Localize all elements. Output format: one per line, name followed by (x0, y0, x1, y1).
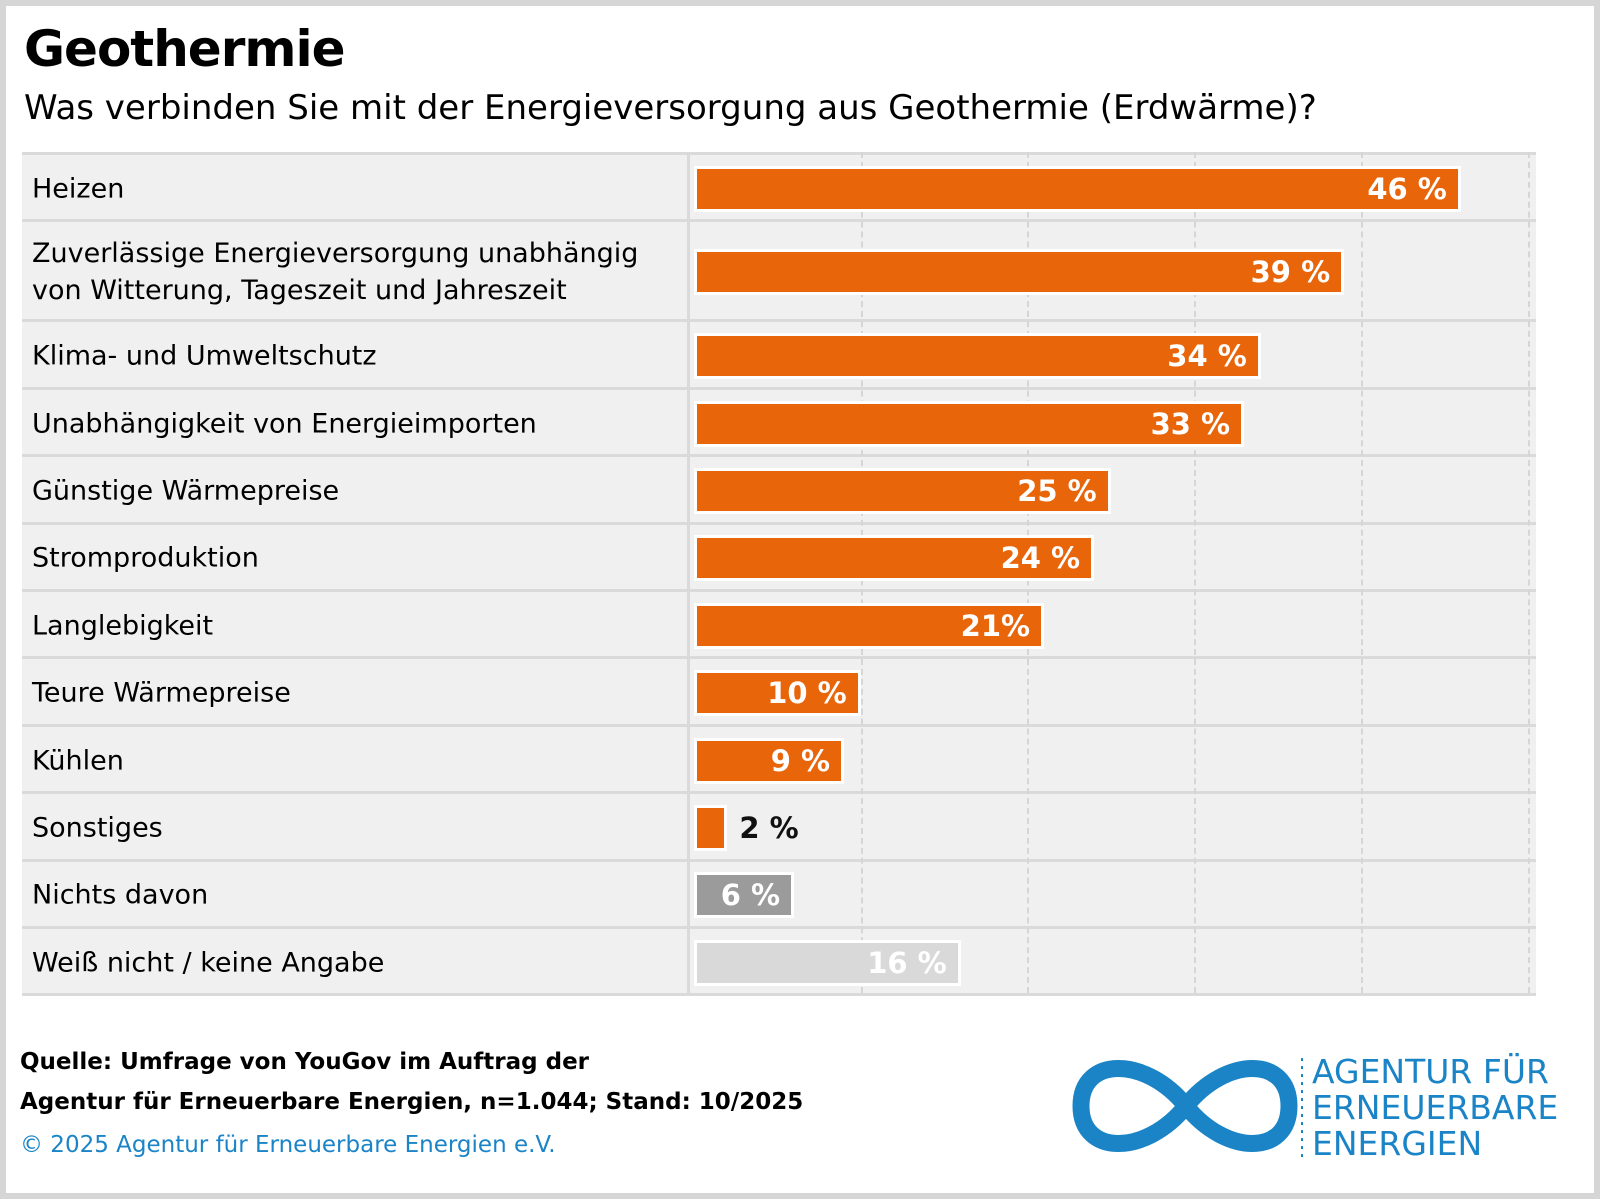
category-label: Langlebigkeit (32, 610, 214, 642)
bar (694, 333, 1261, 380)
bar (694, 467, 1111, 514)
bar (694, 535, 1095, 582)
column-divider (687, 152, 690, 994)
value-label: 33 % (1150, 406, 1231, 441)
category-label: Weiß nicht / keine Angabe (32, 947, 385, 979)
bar (694, 249, 1345, 296)
logo-graphic (1072, 1058, 1303, 1161)
value-label: 24 % (1000, 541, 1081, 576)
logo-text: AGENTUR FÜR (1312, 1052, 1549, 1091)
value-label: 16 % (867, 945, 947, 980)
value-label: 21% (960, 608, 1031, 643)
category-label: Günstige Wärmepreise (32, 475, 340, 507)
grid-line (1194, 152, 1197, 994)
value-label: 10 % (767, 676, 847, 711)
bar (694, 737, 845, 784)
value-label: 2 % (739, 810, 799, 845)
category-label: Teure Wärmepreise (32, 677, 291, 709)
category-label: Klima- und Umweltschutz (32, 340, 377, 372)
grid-line (1527, 152, 1530, 994)
logo-infinity (1072, 1060, 1298, 1152)
value-label: 39 % (1250, 255, 1331, 290)
bar (694, 165, 1461, 212)
row-background (22, 791, 1536, 859)
category-label: Heizen (32, 173, 125, 205)
value-label: 9 % (770, 743, 831, 778)
category-label: Sonstiges (32, 812, 163, 844)
bar (694, 670, 861, 717)
category-label: Unabhängigkeit von Energieimporten (32, 408, 537, 439)
source-note: Quelle: Umfrage von YouGov im Auftrag de… (20, 1049, 804, 1115)
chart-title: Geothermie (24, 20, 346, 78)
bar (694, 939, 961, 986)
copyright: © 2025 Agentur für Erneuerbare Energien … (20, 1132, 556, 1158)
bar (694, 804, 728, 851)
logo-text: ENERGIEN (1312, 1124, 1483, 1163)
value-label: 46 % (1367, 171, 1447, 206)
grid-line (1360, 152, 1363, 994)
category-label: Nichts davon (32, 879, 209, 911)
bar (694, 400, 1245, 447)
bar (694, 872, 795, 919)
category-label: Kühlen (32, 745, 124, 776)
row-background (22, 993, 1536, 997)
value-label: 6 % (720, 878, 781, 913)
value-label: 34 % (1167, 339, 1247, 374)
value-label: 25 % (1017, 473, 1097, 508)
chart-subtitle: Was verbinden Sie mit der Energieversorg… (24, 88, 1317, 128)
category-label: Zuverlässige Energieversorgung unabhängi… (32, 238, 639, 307)
bar (694, 602, 1045, 649)
logo-text: ERNEUERBARE (1312, 1088, 1559, 1127)
category-label: Stromproduktion (32, 542, 259, 574)
